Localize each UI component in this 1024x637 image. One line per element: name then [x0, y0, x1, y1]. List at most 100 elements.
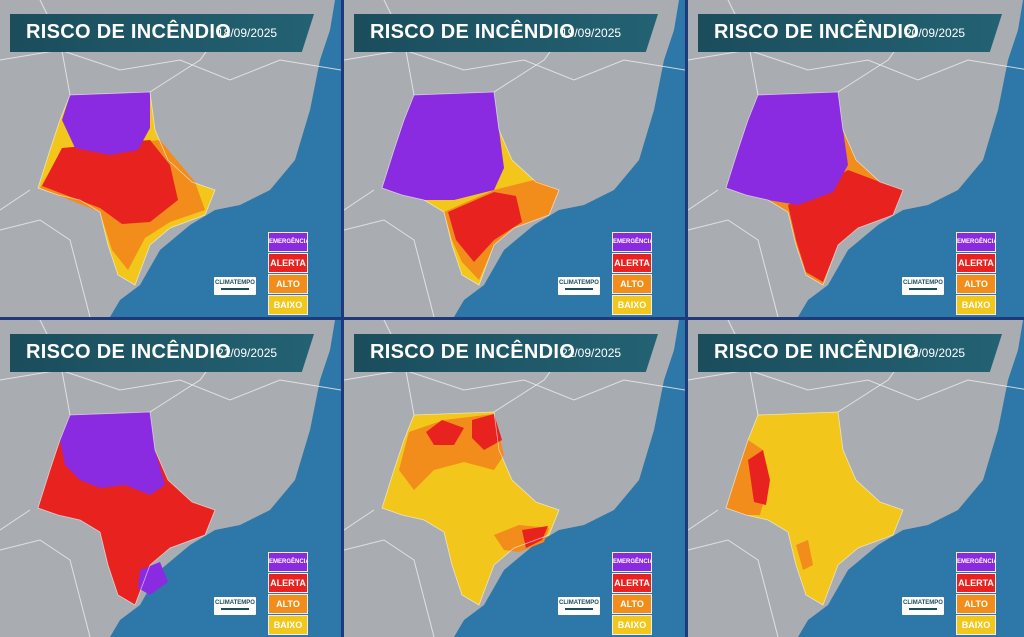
risk-zone: [472, 414, 502, 450]
risk-legend: EMERGÊNCIA ALERTA ALTO BAIXO: [956, 232, 996, 316]
legend-alerta: ALERTA: [612, 573, 652, 593]
panel-banner: RISCO DE INCÊNDIO 23/09/2025: [698, 334, 1002, 372]
brand-name: CLIMATEMPO: [903, 280, 943, 286]
legend-alto: ALTO: [268, 274, 308, 294]
state-outline: [381, 91, 560, 286]
legend-emergencia: EMERGÊNCIA: [612, 232, 652, 252]
panel-banner: RISCO DE INCÊNDIO 18/09/2025: [10, 14, 314, 52]
legend-baixo: BAIXO: [612, 295, 652, 315]
panel-title: RISCO DE INCÊNDIO: [26, 341, 232, 363]
state-border: [344, 509, 375, 531]
panel-banner: RISCO DE INCÊNDIO 19/09/2025: [354, 14, 658, 52]
legend-alerta: ALERTA: [956, 253, 996, 273]
legend-baixo: BAIXO: [956, 295, 996, 315]
legend-alto: ALTO: [612, 594, 652, 614]
state-border: [688, 189, 719, 211]
panel-banner: RISCO DE INCÊNDIO 21/09/2025: [10, 334, 314, 372]
panel-title: RISCO DE INCÊNDIO: [26, 21, 232, 43]
legend-emergencia: EMERGÊNCIA: [956, 552, 996, 572]
state-outline: [37, 91, 216, 286]
legend-baixo: BAIXO: [268, 615, 308, 635]
state-border: [0, 509, 31, 531]
climatempo-logo: CLIMATEMPO: [558, 277, 600, 295]
state-border: [0, 189, 31, 211]
risk-zone: [726, 412, 903, 605]
panel-date: 18/09/2025: [217, 26, 278, 40]
legend-baixo: BAIXO: [268, 295, 308, 315]
brand-name: CLIMATEMPO: [559, 600, 599, 606]
panel-title: RISCO DE INCÊNDIO: [370, 21, 576, 43]
legend-alerta: ALERTA: [268, 573, 308, 593]
risk-zone: [726, 92, 848, 205]
brand-name: CLIMATEMPO: [903, 600, 943, 606]
state-border: [344, 49, 685, 81]
panel-date: 23/09/2025: [905, 346, 966, 360]
legend-alerta: ALERTA: [268, 253, 308, 273]
risk-legend: EMERGÊNCIA ALERTA ALTO BAIXO: [612, 232, 652, 316]
map-panel-4: RISCO DE INCÊNDIO 21/09/2025 EMERGÊNCIA …: [0, 320, 341, 637]
legend-alto: ALTO: [956, 594, 996, 614]
risk-zone: [60, 412, 165, 495]
climatempo-logo: CLIMATEMPO: [902, 277, 944, 295]
risk-zone: [748, 450, 770, 505]
map-panel-5: RISCO DE INCÊNDIO 22/09/2025 EMERGÊNCIA …: [344, 320, 685, 637]
brand-name: CLIMATEMPO: [559, 280, 599, 286]
panel-banner: RISCO DE INCÊNDIO 22/09/2025: [354, 334, 658, 372]
legend-emergencia: EMERGÊNCIA: [268, 232, 308, 252]
legend-emergencia: EMERGÊNCIA: [268, 552, 308, 572]
risk-legend: EMERGÊNCIA ALERTA ALTO BAIXO: [268, 232, 308, 316]
climatempo-logo: CLIMATEMPO: [558, 597, 600, 615]
state-border: [0, 369, 341, 401]
climatempo-logo: CLIMATEMPO: [214, 597, 256, 615]
legend-emergencia: EMERGÊNCIA: [612, 552, 652, 572]
legend-alto: ALTO: [956, 274, 996, 294]
panel-banner: RISCO DE INCÊNDIO 20/09/2025: [698, 14, 1002, 52]
state-border: [344, 369, 685, 401]
state-border: [688, 219, 779, 317]
brand-name: CLIMATEMPO: [215, 280, 255, 286]
risk-zone: [138, 562, 168, 595]
climatempo-logo: CLIMATEMPO: [214, 277, 256, 295]
risk-zone: [426, 420, 464, 445]
risk-zone: [382, 92, 504, 200]
map-panel-6: RISCO DE INCÊNDIO 23/09/2025 EMERGÊNCIA …: [688, 320, 1024, 637]
risk-legend: EMERGÊNCIA ALERTA ALTO BAIXO: [612, 552, 652, 636]
risk-zone: [62, 92, 150, 155]
brand-name: CLIMATEMPO: [215, 600, 255, 606]
state-outline: [381, 411, 560, 606]
state-outline: [37, 411, 216, 606]
state-border: [688, 539, 779, 637]
panel-title: RISCO DE INCÊNDIO: [370, 341, 576, 363]
panel-date: 21/09/2025: [217, 346, 278, 360]
legend-emergencia: EMERGÊNCIA: [956, 232, 996, 252]
legend-baixo: BAIXO: [612, 615, 652, 635]
legend-alto: ALTO: [268, 594, 308, 614]
legend-alto: ALTO: [612, 274, 652, 294]
legend-baixo: BAIXO: [956, 615, 996, 635]
state-border: [0, 49, 341, 81]
legend-alerta: ALERTA: [612, 253, 652, 273]
panel-date: 19/09/2025: [561, 26, 622, 40]
map-panel-2: RISCO DE INCÊNDIO 19/09/2025 EMERGÊNCIA …: [344, 0, 685, 317]
risk-zone: [448, 192, 522, 262]
state-border: [688, 369, 1024, 401]
panel-title: RISCO DE INCÊNDIO: [714, 341, 920, 363]
map-panel-3: RISCO DE INCÊNDIO 20/09/2025 EMERGÊNCIA …: [688, 0, 1024, 317]
climatempo-logo: CLIMATEMPO: [902, 597, 944, 615]
map-panel-1: RISCO DE INCÊNDIO 18/09/2025 EMERGÊNCIA …: [0, 0, 341, 317]
state-border: [344, 189, 375, 211]
legend-alerta: ALERTA: [956, 573, 996, 593]
state-border: [344, 539, 435, 637]
state-border: [344, 219, 435, 317]
risk-legend: EMERGÊNCIA ALERTA ALTO BAIXO: [268, 552, 308, 636]
state-outline: [725, 91, 904, 286]
risk-zone: [42, 140, 178, 224]
state-border: [688, 49, 1024, 81]
risk-legend: EMERGÊNCIA ALERTA ALTO BAIXO: [956, 552, 996, 636]
panel-date: 22/09/2025: [561, 346, 622, 360]
state-border: [688, 509, 719, 531]
state-outline: [725, 411, 904, 606]
state-border: [0, 539, 91, 637]
panel-date: 20/09/2025: [905, 26, 966, 40]
